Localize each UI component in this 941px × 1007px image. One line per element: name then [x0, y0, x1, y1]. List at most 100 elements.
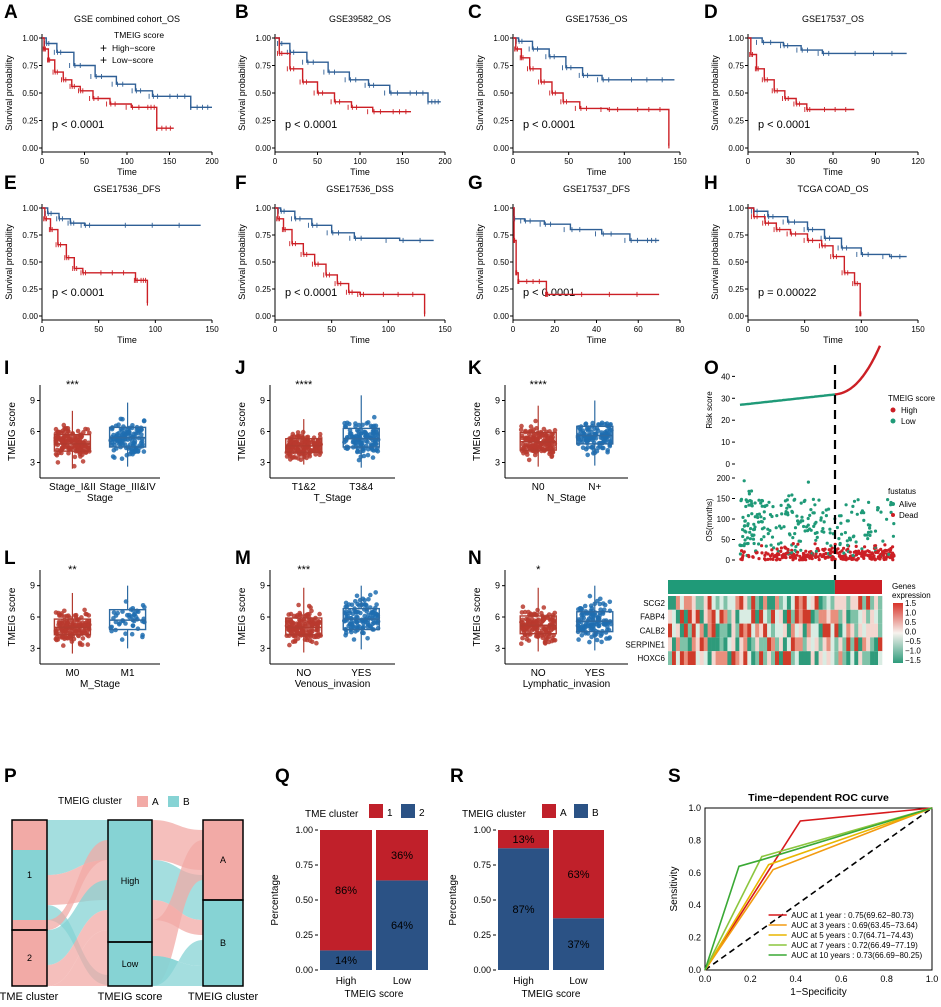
heat-cell: [818, 651, 823, 665]
os-point: [843, 531, 848, 535]
y-tick-label: 0.50: [22, 89, 38, 98]
p-value: p < 0.0001: [285, 287, 337, 299]
data-point: [581, 612, 586, 618]
os-point: [767, 500, 771, 504]
heat-cell: [759, 637, 764, 652]
km-title: GSE17536_DSS: [326, 184, 394, 194]
x-tick-label: 100: [382, 325, 396, 334]
heat-cell: [775, 609, 780, 624]
box-plot-M: 3 6 9 TMEIG score NO YES *** Venous_invasion: [237, 564, 395, 690]
data-point: [59, 437, 65, 443]
heat-cell: [874, 637, 879, 652]
y-tick-label: 1.00: [22, 34, 38, 43]
os-point: [742, 524, 747, 528]
os-point: [863, 533, 867, 537]
legend-swatch-1: [369, 804, 383, 818]
heat-cell: [846, 596, 851, 610]
heat-cell: [854, 623, 859, 638]
data-point: [80, 636, 86, 641]
y-tick-label: 1.00: [255, 34, 271, 43]
os-point: [757, 520, 761, 524]
x-tick-label: 0.2: [744, 974, 757, 984]
os-point: [793, 548, 797, 552]
data-point: [56, 619, 62, 625]
data-point: [81, 430, 86, 435]
os-point: [828, 551, 833, 556]
data-point: [343, 633, 348, 638]
heat-cell: [711, 623, 716, 638]
os-point: [826, 555, 830, 559]
os-point: [748, 530, 752, 534]
os-point: [812, 524, 816, 529]
heat-cell: [874, 623, 879, 638]
heat-cell: [731, 609, 736, 624]
os-point: [801, 519, 805, 523]
data-point: [355, 623, 360, 628]
heat-cell: [798, 623, 804, 638]
x-tick-label: 0.6: [835, 974, 848, 984]
km-curve-low: [275, 37, 441, 103]
os-point: [776, 542, 781, 546]
x-tick-label: 0.0: [699, 974, 712, 984]
category-label: High: [336, 976, 357, 987]
heat-cell: [672, 623, 677, 638]
os-point: [885, 517, 889, 521]
x-axis-label: Lymphatic_invasion: [523, 679, 610, 690]
heat-cell: [866, 637, 871, 652]
os-point: [869, 530, 873, 534]
heat-cell: [782, 623, 788, 638]
heat-cell: [858, 651, 863, 665]
x-axis-label: Time: [117, 167, 137, 177]
heat-cell: [687, 596, 693, 610]
os-point: [828, 531, 832, 535]
os-point: [851, 557, 856, 561]
y-tick-label: 0.00: [22, 144, 38, 153]
heat-cell: [826, 596, 831, 610]
heat-cell: [786, 623, 792, 638]
data-point: [342, 420, 347, 426]
data-point: [536, 617, 541, 622]
y-tick-label: 9: [30, 396, 35, 406]
panel-letter-B: B: [235, 2, 249, 23]
heat-cell: [775, 596, 780, 610]
heat-cell: [695, 596, 700, 610]
y-tick-label: 0.2: [688, 933, 701, 943]
os-point: [824, 514, 829, 518]
km-legend-title: TMEIG score: [114, 30, 164, 40]
heat-cell: [723, 637, 728, 652]
y-tick-label: 0.50: [473, 895, 491, 905]
os-point: [819, 518, 823, 522]
p-value: p < 0.0001: [758, 119, 810, 131]
data-point: [539, 610, 544, 616]
heat-cell: [790, 596, 796, 610]
data-point: [366, 597, 371, 602]
legend-label-1: 1: [387, 808, 393, 819]
os-point: [802, 524, 806, 529]
heat-cell: [683, 596, 689, 610]
data-point: [365, 636, 370, 641]
heat-cell: [747, 637, 752, 652]
heat-cell: [723, 623, 728, 638]
roc-plot-S: 0.00.0 0.2 0.2 0.4 0.4 0.6 0.6 0.8 0.8 1.0 1.0 Time…: [669, 792, 938, 998]
os-point: [863, 550, 868, 554]
y-tick-label: 0.4: [688, 900, 701, 910]
bar-top: [376, 830, 428, 881]
y-tick-label: 0.50: [493, 89, 509, 98]
data-point: [365, 439, 370, 445]
sankey-node: [11, 929, 48, 987]
y-tick-label: 6: [30, 612, 35, 622]
sankey-node-label: B: [220, 938, 226, 948]
category-label: N0: [532, 482, 545, 493]
os-point: [850, 510, 854, 514]
data-point: [549, 453, 555, 459]
data-point: [536, 433, 541, 438]
heat-cell: [687, 623, 693, 638]
data-point: [361, 624, 366, 630]
heat-cell: [814, 637, 819, 652]
data-point: [119, 637, 125, 642]
os-point: [755, 513, 759, 517]
os-point: [786, 547, 790, 552]
heat-cell: [878, 637, 883, 652]
heat-cell: [806, 623, 811, 638]
bar-top-label: 36%: [391, 850, 413, 862]
